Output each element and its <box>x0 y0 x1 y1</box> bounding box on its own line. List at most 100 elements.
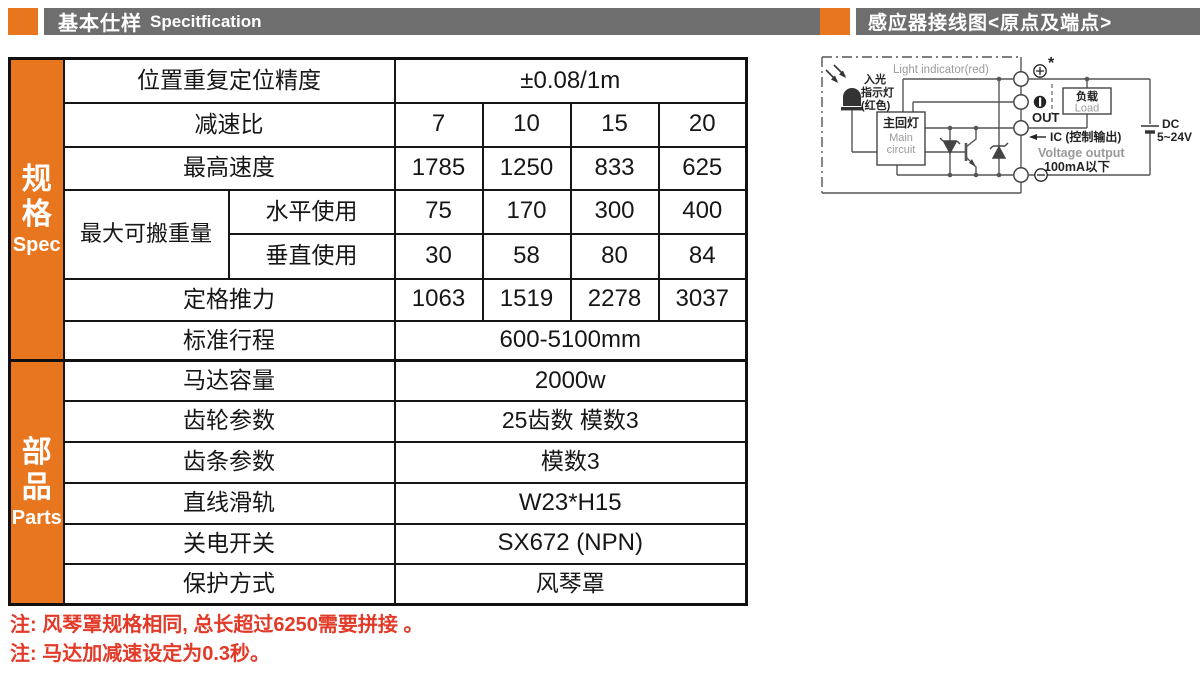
accent-square-icon <box>8 8 38 35</box>
row-label: 保护方式 <box>62 562 396 606</box>
load-box <box>1062 87 1112 115</box>
terminal-minus <box>1013 167 1029 183</box>
cell-value: 3037 <box>657 277 748 322</box>
cell-value: 300 <box>569 188 660 235</box>
light-in-cn: 入光 <box>864 72 886 86</box>
row-sublabel: 垂直使用 <box>227 232 396 280</box>
cell-value: 7 <box>393 101 484 148</box>
spec-title-cn: 基本仕样 <box>58 13 142 35</box>
terminal-indicator <box>1013 94 1029 110</box>
table-row: 关电开关 SX672 (NPN) <box>10 522 748 565</box>
section-en: Spec <box>12 233 61 256</box>
row-label: 直线滑轨 <box>62 481 396 525</box>
table-row: 齿条参数 模数3 <box>10 440 748 484</box>
led-photodiode-icon <box>825 64 863 111</box>
current-limit-label: 100mA以下 <box>1044 160 1110 174</box>
table-row: 保护方式 风琴罩 <box>10 562 748 606</box>
row-label: 定格推力 <box>62 277 396 322</box>
cell-value: 1519 <box>481 277 572 322</box>
spec-title-en: Specitfication <box>150 11 262 31</box>
table-row: 垂直使用 30 58 80 84 <box>10 232 748 280</box>
cell-value: 2000w <box>393 359 748 402</box>
main-circuit-box <box>876 111 926 166</box>
dc-label: DC <box>1162 117 1180 131</box>
section-char: 品 <box>21 470 52 504</box>
cell-value: 58 <box>481 232 572 280</box>
table-row: 规 格 Spec 位置重复定位精度 ±0.08/1m <box>8 57 748 362</box>
section-char: 格 <box>21 197 52 231</box>
section-label-spec: 规 格 Spec <box>8 57 65 362</box>
table-row: 齿轮参数 25齿数 模数3 <box>10 399 748 443</box>
cell-value: ±0.08/1m <box>393 57 748 104</box>
section-en: Parts <box>11 506 62 529</box>
terminal-plus <box>1013 71 1029 87</box>
load-cn: 负载 <box>1076 89 1098 103</box>
light-indicator-label: Light indicator(red) <box>893 64 989 76</box>
table-row: 定格推力 1063 1519 2278 3037 <box>10 277 748 322</box>
section-label-parts: 部 品 Parts <box>8 359 65 606</box>
cell-value: 30 <box>393 232 484 280</box>
cell-value: 20 <box>657 101 748 148</box>
cell-value: 1063 <box>393 277 484 322</box>
row-label: 标准行程 <box>62 319 396 362</box>
row-label: 齿条参数 <box>62 440 396 484</box>
ic-label: IC (控制输出) <box>1050 129 1121 144</box>
cell-value: 10 <box>481 101 572 148</box>
row-label: 齿轮参数 <box>62 399 396 443</box>
table-row: 减速比 7 10 15 20 <box>10 101 748 148</box>
red-cn: (红色) <box>861 98 891 112</box>
plus-symbol-icon <box>1033 64 1047 78</box>
section-char: 部 <box>21 435 52 469</box>
row-label: 最高速度 <box>62 145 396 191</box>
terminal-circles <box>1013 71 1029 183</box>
cell-value: 2278 <box>569 277 660 322</box>
table-row: 直线滑轨 W23*H15 <box>10 481 748 525</box>
cell-value: 400 <box>657 188 748 235</box>
footnote-line: 注: 马达加减速设定为0.3秒。 <box>10 643 271 665</box>
spec-table: 规 格 Spec 位置重复定位精度 ±0.08/1m 减速比 7 10 15 2… <box>8 57 748 606</box>
cell-value: 625 <box>657 145 748 191</box>
table-row: 最大可搬重量 水平使用 75 170 300 400 <box>10 188 748 280</box>
junction-dots <box>947 76 1090 178</box>
transistor-icon <box>965 128 977 148</box>
row-label: 关电开关 <box>62 522 396 565</box>
table-row: 部 品 Parts 马达容量 2000w <box>8 359 748 606</box>
indicator-cn: 指示灯 <box>861 85 894 99</box>
out-label: OUT <box>1032 110 1060 125</box>
voltage-output-label: Voltage output <box>1038 146 1125 160</box>
main-circuit-en1: Main <box>889 132 913 144</box>
cell-value: SX672 (NPN) <box>393 522 748 565</box>
indicator-symbol-icon <box>1033 95 1047 109</box>
main-circuit-en2: circuit <box>887 144 916 156</box>
row-label: 位置重复定位精度 <box>62 57 396 104</box>
cell-value: 模数3 <box>393 440 748 484</box>
footnote-line: 注: 风琴罩规格相同, 总长超过6250需要拼接 。 <box>10 614 424 636</box>
wiring-title-banner: 感应器接线图<原点及端点> <box>856 8 1200 35</box>
cell-value: 80 <box>569 232 660 280</box>
section-char: 规 <box>21 162 52 196</box>
accent-square-icon <box>820 8 850 35</box>
table-row: 最高速度 1785 1250 833 625 <box>10 145 748 191</box>
row-label: 马达容量 <box>62 359 396 402</box>
cell-value: 75 <box>393 188 484 235</box>
battery-icon <box>1141 125 1159 134</box>
spec-title-banner: 基本仕样 Specitfication <box>44 8 826 35</box>
terminal-out <box>1013 120 1029 136</box>
cell-value: 15 <box>569 101 660 148</box>
cell-value: 170 <box>481 188 572 235</box>
asterisk: * <box>1048 55 1055 72</box>
ic-arrow-icon <box>1029 134 1046 140</box>
load-en: Load <box>1075 103 1099 115</box>
minus-symbol-icon <box>1034 168 1048 182</box>
cell-value: W23*H15 <box>393 481 748 525</box>
main-circuit-cn: 主回灯 <box>883 115 919 130</box>
cell-value: 1785 <box>393 145 484 191</box>
cell-value: 风琴罩 <box>393 562 748 606</box>
cell-value: 833 <box>569 145 660 191</box>
sensor-wiring-diagram: Light indicator(red) 入光 指示灯 (红色) 主回灯 Mai… <box>821 55 1192 194</box>
dc-voltage-label: 5~24V <box>1157 130 1192 144</box>
row-label: 减速比 <box>62 101 396 148</box>
cell-value: 600-5100mm <box>393 319 748 362</box>
zener-diode-icon <box>939 137 1009 159</box>
